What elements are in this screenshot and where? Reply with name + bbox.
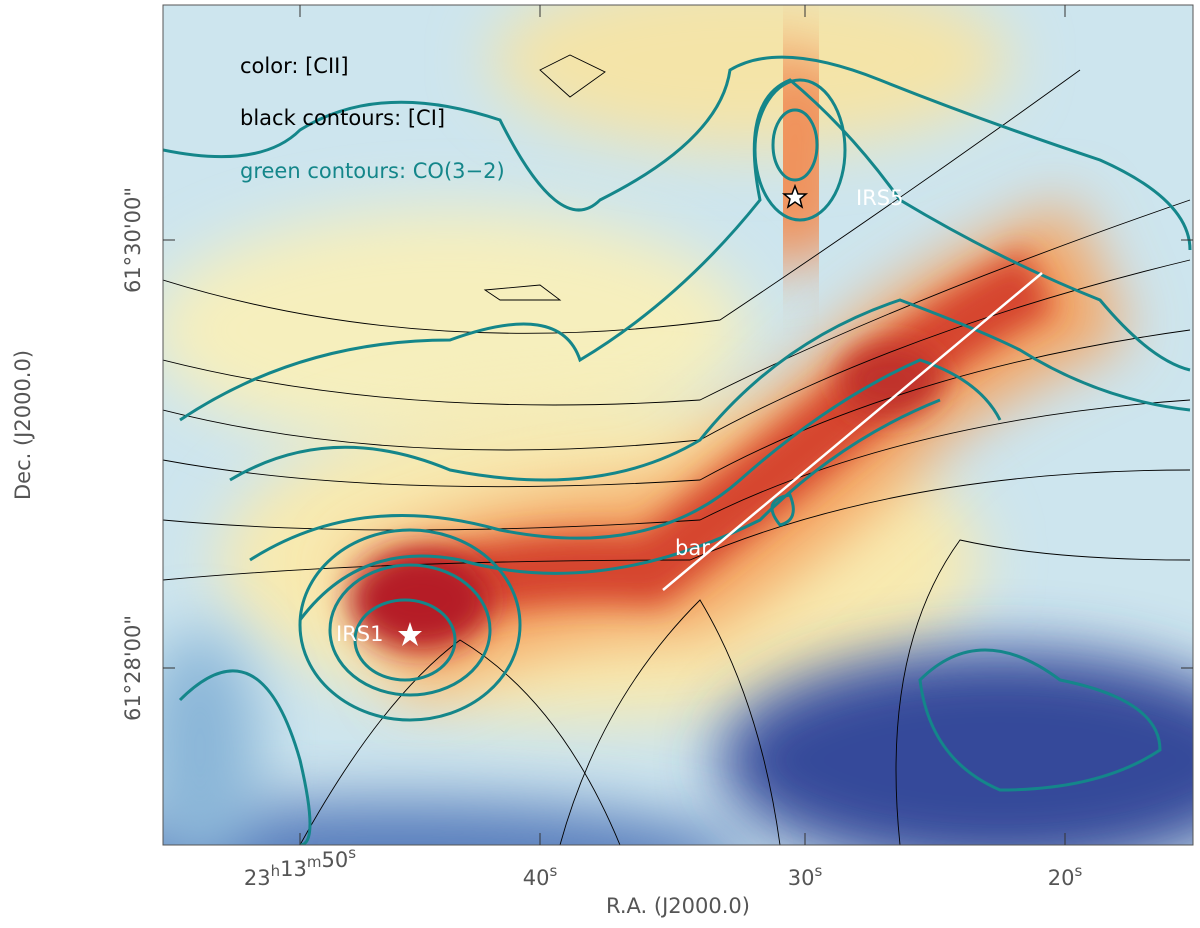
tick-unit: s: [348, 844, 356, 862]
y-axis-label: Dec. (J2000.0): [11, 350, 35, 500]
tick-unit: h: [271, 862, 281, 880]
label-bar: bar: [675, 536, 710, 560]
tick-unit: m: [307, 853, 322, 871]
legend-color: color: [CII]: [240, 54, 349, 78]
x-axis-label: R.A. (J2000.0): [606, 894, 750, 918]
bar-line: [662, 272, 1043, 591]
legend-black: black contours: [CI]: [240, 106, 445, 130]
co-contours: [163, 55, 1192, 845]
tick-number: 50: [322, 848, 349, 872]
x-tick-label: 40s: [523, 862, 558, 890]
tick-number: 30: [788, 866, 815, 890]
y-tick-label: 61°28'00": [121, 615, 145, 721]
tick-unit: s: [814, 862, 822, 880]
x-tick-label: 23h13m50s: [244, 844, 356, 890]
y-tick-label: 61°30'00": [121, 187, 145, 293]
irs1-star: [398, 622, 422, 646]
ci-contours: [163, 54, 1191, 845]
plot-frame: [162, 4, 1194, 846]
x-tick-label: 20s: [1048, 862, 1083, 890]
x-tick-label: 30s: [788, 862, 823, 890]
label-irs1: IRS1: [336, 622, 383, 646]
label-irs5: IRS5: [856, 186, 903, 210]
irs5-star: [781, 183, 809, 209]
legend-green: green contours: CO(3−2): [240, 159, 505, 183]
tick-number: 20: [1048, 866, 1075, 890]
tick-unit: s: [1074, 862, 1082, 880]
tick-number: 40: [523, 866, 550, 890]
tick-unit: s: [549, 862, 557, 880]
tick-number: 23: [244, 866, 271, 890]
tick-number: 13: [280, 857, 307, 881]
ticks: [163, 5, 1193, 845]
intensity-map: [163, 5, 1193, 845]
